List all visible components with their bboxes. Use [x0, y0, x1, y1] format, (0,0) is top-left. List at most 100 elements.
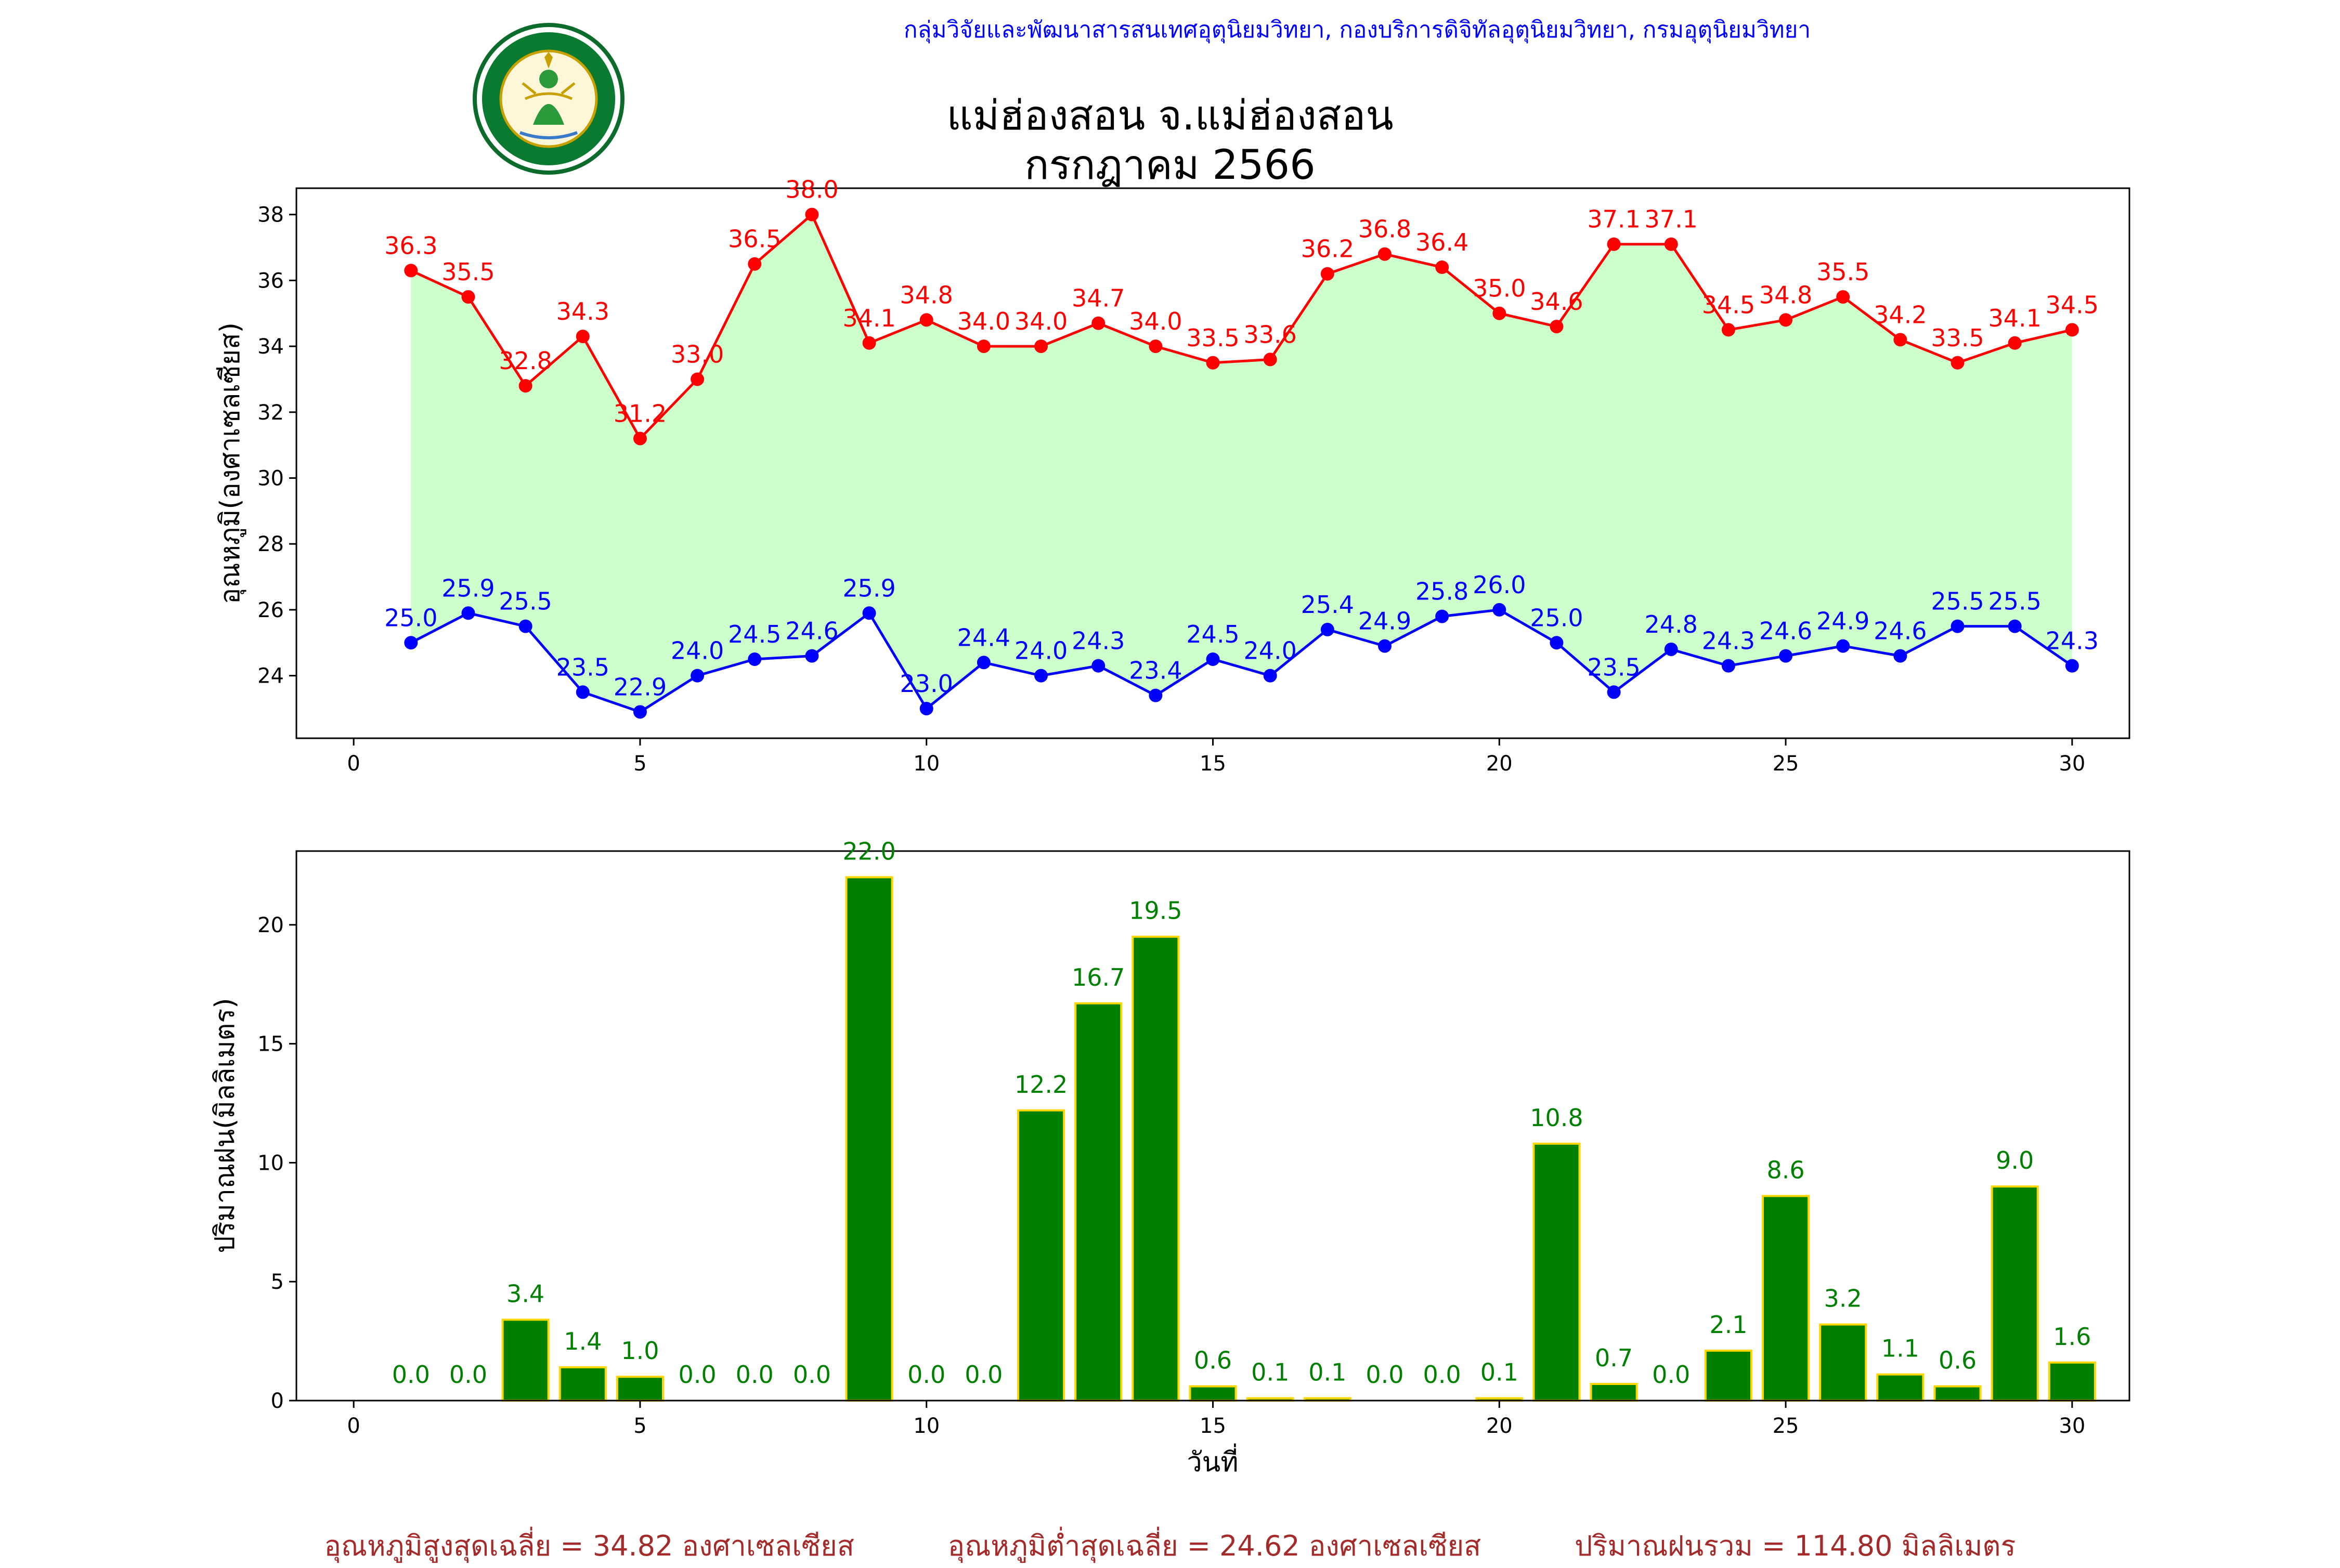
x-tick-label: 20: [1486, 1414, 1513, 1438]
max-temperature-data-label: 36.4: [1415, 228, 1468, 256]
min-temperature-data-label: 25.4: [1301, 591, 1354, 619]
max-temperature-data-label: 34.3: [556, 297, 609, 325]
min-temperature-point: [691, 669, 705, 683]
rainfall-bar: [1074, 1002, 1123, 1402]
min-temperature-data-label: 23.5: [556, 653, 609, 681]
rainfall-data-label: 16.7: [1072, 963, 1125, 991]
rainfall-bar: [501, 1318, 550, 1402]
max-temperature-point: [1664, 237, 1678, 251]
rainfall-bar: [2048, 1361, 2096, 1402]
max-temperature-data-label: 33.0: [671, 340, 724, 368]
min-temperature-data-label: 23.0: [900, 670, 953, 698]
min-temperature-data-label: 25.0: [1530, 604, 1583, 632]
max-temperature-point: [1320, 267, 1334, 281]
rainfall-data-label: 0.1: [1308, 1358, 1346, 1386]
rainfall-data-label: 0.1: [1251, 1358, 1289, 1386]
y-tick-label: 36: [257, 269, 284, 293]
max-temperature-point: [404, 264, 418, 278]
average-min-temperature: อุณหภูมิต่ำสุดเฉลี่ย = 24.62 องศาเซลเซีย…: [947, 1530, 1481, 1562]
min-temperature-point: [1893, 649, 1907, 663]
min-temperature-point: [518, 619, 532, 633]
min-temperature-point: [633, 705, 647, 719]
rainfall-data-label: 0.0: [392, 1361, 430, 1389]
rainfall-data-label: 9.0: [1996, 1146, 2034, 1174]
max-temperature-data-label: 33.6: [1243, 320, 1296, 348]
min-temperature-point: [1836, 639, 1850, 653]
min-temperature-point: [1550, 636, 1564, 650]
department-logo: [473, 23, 625, 175]
max-temperature-point: [1893, 333, 1907, 347]
x-tick-label: 10: [913, 1414, 940, 1438]
min-temperature-data-label: 24.3: [1702, 627, 1755, 655]
temperature-range-fill: [411, 214, 2072, 712]
x-tick-label: 30: [2059, 1414, 2085, 1438]
x-tick-label: 5: [633, 1414, 646, 1438]
min-temperature-point: [919, 701, 933, 715]
x-tick-label: 25: [1773, 1414, 1799, 1438]
rainfall-bar: [1819, 1323, 1867, 1402]
chart-title-station: แม่ฮ่องสอน จ.แม่ฮ่องสอน: [946, 93, 1394, 139]
min-temperature-point: [1149, 688, 1163, 702]
rainfall-bar: [1876, 1373, 1925, 1402]
max-temperature-point: [1607, 237, 1621, 251]
min-temperature-data-label: 24.9: [1358, 607, 1411, 635]
max-temperature-data-label: 34.8: [900, 281, 953, 309]
min-temperature-point: [1607, 685, 1621, 699]
max-temperature-data-label: 34.2: [1874, 300, 1927, 329]
x-tick-label: 25: [1773, 752, 1799, 776]
min-temperature-data-label: 24.0: [671, 637, 724, 665]
min-temperature-point: [1664, 642, 1678, 656]
rainfall-bar: [1704, 1349, 1752, 1402]
rainfall-bar: [1532, 1142, 1581, 1402]
y-tick-label: 20: [257, 913, 284, 937]
min-temperature-point: [461, 606, 475, 620]
y-tick-label: 30: [257, 467, 284, 491]
max-temperature-data-label: 36.5: [728, 225, 781, 253]
min-temperature-data-label: 24.0: [1015, 637, 1068, 665]
x-tick-label: 15: [1200, 752, 1226, 776]
max-temperature-point: [576, 330, 590, 344]
rainfall-data-label: 3.4: [506, 1279, 544, 1308]
max-temperature-data-label: 35.0: [1473, 275, 1526, 303]
rainfall-data-label: 0.0: [907, 1361, 945, 1389]
max-temperature-data-label: 34.0: [1129, 307, 1182, 335]
min-temperature-point: [1206, 652, 1220, 666]
average-max-temperature: อุณหภูมิสูงสุดเฉลี่ย = 34.82 องศาเซลเซีย…: [324, 1530, 854, 1562]
y-tick-label: 28: [257, 532, 284, 556]
max-temperature-data-label: 36.8: [1358, 215, 1411, 243]
max-temperature-point: [1263, 352, 1277, 367]
min-temperature-data-label: 24.8: [1645, 610, 1698, 638]
rainfall-data-label: 0.0: [679, 1361, 717, 1389]
max-temperature-data-label: 37.1: [1645, 205, 1698, 233]
rainfall-data-label: 0.6: [1939, 1347, 1977, 1375]
rainfall-bar: [616, 1376, 664, 1402]
rainfall-data-label: 1.1: [1881, 1335, 1919, 1363]
rainfall-data-label: 1.6: [2053, 1323, 2091, 1351]
max-temperature-point: [862, 336, 876, 350]
rainfall-data-label: 0.0: [793, 1361, 831, 1389]
max-temperature-data-label: 33.5: [1931, 324, 1984, 352]
y-tick-label: 0: [271, 1389, 284, 1413]
min-temperature-data-label: 24.6: [1874, 617, 1927, 645]
x-tick-label: 0: [347, 1414, 360, 1438]
rainfall-x-axis-label: วันที่: [1187, 1443, 1238, 1478]
max-temperature-point: [1836, 290, 1850, 304]
min-temperature-data-label: 25.9: [842, 574, 895, 602]
min-temperature-point: [977, 656, 991, 670]
min-temperature-data-label: 24.5: [728, 620, 781, 648]
rainfall-bar: [1590, 1382, 1638, 1402]
rainfall-data-label: 10.8: [1530, 1104, 1583, 1132]
rainfall-bar: [845, 876, 893, 1402]
max-temperature-data-label: 34.1: [842, 304, 895, 332]
x-tick-label: 15: [1200, 1414, 1226, 1438]
max-temperature-data-label: 37.1: [1587, 205, 1640, 233]
rainfall-data-label: 0.6: [1194, 1347, 1232, 1375]
max-temperature-data-label: 31.2: [614, 399, 667, 427]
max-temperature-data-label: 34.1: [1988, 304, 2041, 332]
rainfall-data-label: 0.0: [1423, 1361, 1461, 1389]
min-temperature-point: [1951, 619, 1965, 633]
max-temperature-point: [805, 207, 819, 221]
max-temperature-data-label: 34.5: [2046, 291, 2099, 319]
y-tick-label: 26: [257, 598, 284, 622]
